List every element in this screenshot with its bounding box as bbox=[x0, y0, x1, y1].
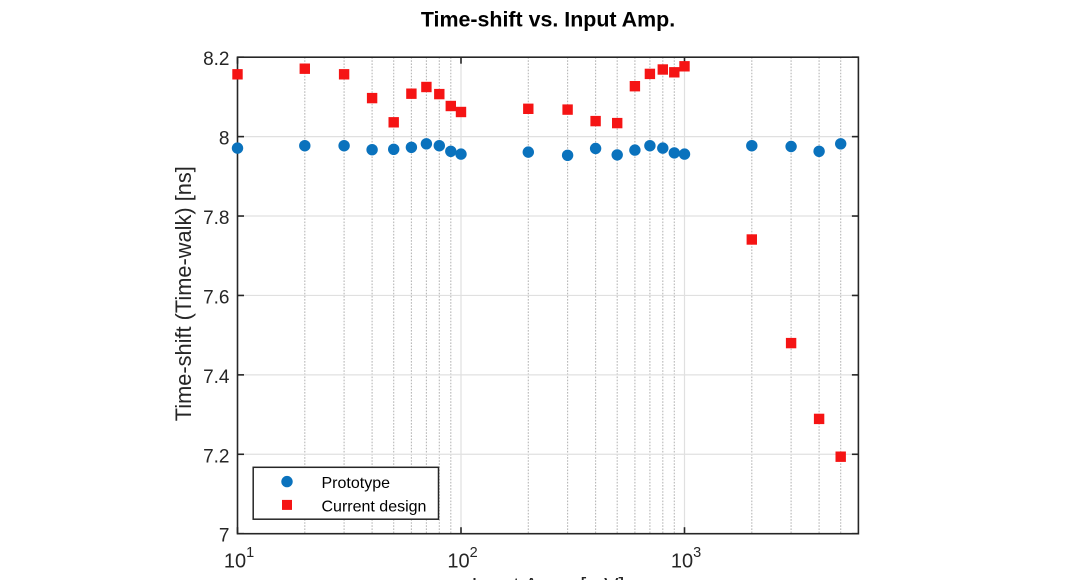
svg-text:Input Amp. [mV]: Input Amp. [mV] bbox=[472, 574, 625, 581]
svg-text:7.4: 7.4 bbox=[203, 367, 230, 388]
svg-text:7: 7 bbox=[219, 526, 230, 547]
svg-text:Prototype: Prototype bbox=[322, 475, 391, 492]
svg-text:7.8: 7.8 bbox=[203, 208, 229, 229]
svg-text:8.2: 8.2 bbox=[203, 49, 229, 70]
svg-text:7.2: 7.2 bbox=[203, 446, 229, 467]
svg-text:Time-shift (Time-walk) [ns]: Time-shift (Time-walk) [ns] bbox=[171, 166, 196, 421]
svg-text:Current design: Current design bbox=[322, 498, 427, 515]
svg-text:7.6: 7.6 bbox=[203, 287, 229, 308]
svg-text:8: 8 bbox=[219, 129, 230, 150]
svg-text:Time-shift vs. Input Amp.: Time-shift vs. Input Amp. bbox=[421, 8, 675, 32]
